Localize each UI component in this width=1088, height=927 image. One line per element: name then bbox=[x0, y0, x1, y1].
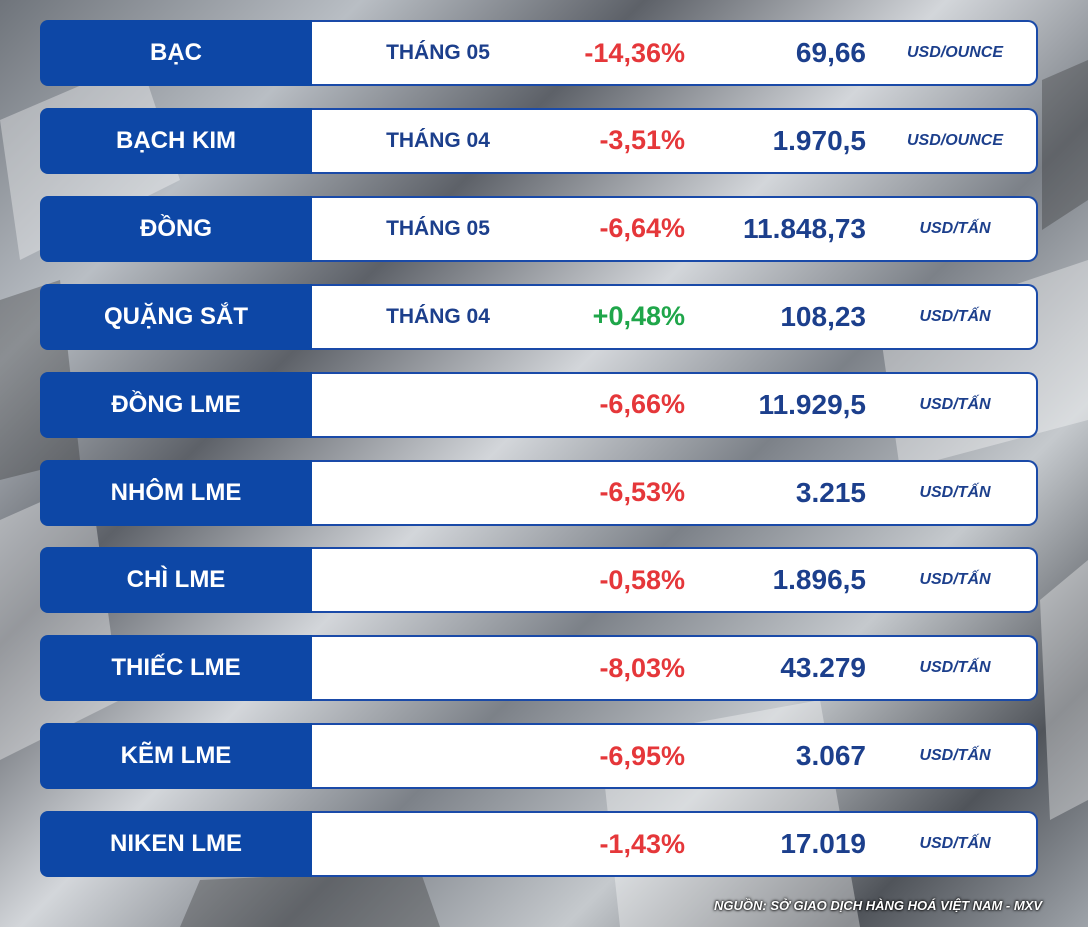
commodity-name: THIẾC LME bbox=[40, 635, 312, 702]
contract-month: THÁNG 04 bbox=[386, 304, 490, 328]
contract-month: THÁNG 05 bbox=[386, 216, 490, 240]
unit: USD/OUNCE bbox=[906, 44, 1003, 61]
price-change: -8,03% bbox=[599, 652, 685, 683]
table-row: THIẾC LME -8,03% 43.279 USD/TẤN bbox=[40, 635, 1042, 702]
unit: USD/TẤN bbox=[919, 747, 991, 765]
table-row: KẼM LME -6,95% 3.067 USD/TẤN bbox=[40, 723, 1042, 790]
price: 3.215 bbox=[795, 476, 866, 508]
price-change: -14,36% bbox=[584, 37, 685, 68]
table-row: QUẶNG SẮT THÁNG 04 +0,48% 108,23 USD/TẤN bbox=[40, 283, 1042, 350]
price: 11.929,5 bbox=[758, 388, 866, 420]
price-change: -6,66% bbox=[599, 389, 685, 420]
contract-month: THÁNG 05 bbox=[386, 41, 490, 64]
price: 43.279 bbox=[780, 652, 866, 684]
row-panel bbox=[310, 635, 1038, 702]
row-panel bbox=[310, 547, 1038, 614]
unit: USD/OUNCE bbox=[906, 131, 1003, 149]
table-row: NIKEN LME -1,43% 17.019 USD/TẤN bbox=[40, 811, 1042, 878]
unit: USD/TẤN bbox=[919, 307, 991, 325]
price: 3.067 bbox=[795, 740, 866, 772]
price: 69,66 bbox=[795, 37, 866, 68]
commodity-name: QUẶNG SẮT bbox=[40, 283, 312, 350]
contract-month: THÁNG 04 bbox=[386, 128, 490, 152]
commodity-name: NHÔM LME bbox=[40, 459, 312, 526]
unit: USD/TẤN bbox=[919, 219, 991, 237]
row-panel bbox=[310, 811, 1038, 878]
unit: USD/TẤN bbox=[919, 659, 991, 677]
price: 1.896,5 bbox=[772, 564, 866, 596]
commodity-name: ĐỒNG LME bbox=[40, 371, 312, 438]
table-row: NHÔM LME -6,53% 3.215 USD/TẤN bbox=[40, 459, 1042, 526]
unit: USD/TẤN bbox=[919, 395, 991, 413]
table-row: CHÌ LME -0,58% 1.896,5 USD/TẤN bbox=[40, 547, 1042, 614]
unit: USD/TẤN bbox=[919, 571, 991, 589]
row-panel bbox=[310, 107, 1038, 174]
price-change: +0,48% bbox=[592, 301, 685, 332]
commodity-name: CHÌ LME bbox=[40, 547, 312, 614]
table-row: ĐỒNG LME -6,66% 11.929,5 USD/TẤN bbox=[40, 371, 1042, 438]
price-change: -1,43% bbox=[599, 828, 685, 859]
table-row: ĐỒNG THÁNG 05 -6,64% 11.848,73 USD/TẤN bbox=[40, 195, 1042, 262]
commodity-name: BẠCH KIM bbox=[40, 107, 312, 174]
commodity-name: KẼM LME bbox=[40, 723, 312, 790]
price: 11.848,73 bbox=[742, 212, 866, 244]
unit: USD/TẤN bbox=[919, 835, 991, 853]
price: 17.019 bbox=[780, 828, 866, 860]
row-panel bbox=[310, 723, 1038, 790]
row-panel bbox=[310, 459, 1038, 526]
row-panel bbox=[310, 283, 1038, 350]
row-panel bbox=[310, 20, 1038, 86]
source-note: NGUỒN: SỞ GIAO DỊCH HÀNG HOÁ VIỆT NAM - … bbox=[714, 898, 1042, 913]
commodity-name: ĐỒNG bbox=[40, 195, 312, 262]
price: 108,23 bbox=[780, 300, 866, 332]
price-change: -6,53% bbox=[599, 477, 685, 507]
price-change: -6,64% bbox=[599, 213, 685, 244]
price-change: -3,51% bbox=[599, 125, 685, 156]
commodity-name: NIKEN LME bbox=[40, 811, 312, 878]
row-panel bbox=[310, 371, 1038, 438]
table-row: BẠC THÁNG 05 -14,36% 69,66 USD/OUNCE bbox=[40, 20, 1042, 86]
row-panel bbox=[310, 195, 1038, 262]
unit: USD/TẤN bbox=[919, 483, 991, 501]
price-change: -6,95% bbox=[599, 740, 685, 771]
table-row: BẠCH KIM THÁNG 04 -3,51% 1.970,5 USD/OUNCE bbox=[40, 107, 1042, 174]
price-change: -0,58% bbox=[599, 564, 685, 595]
price: 1.970,5 bbox=[772, 124, 866, 156]
commodity-name: BẠC bbox=[40, 20, 312, 86]
